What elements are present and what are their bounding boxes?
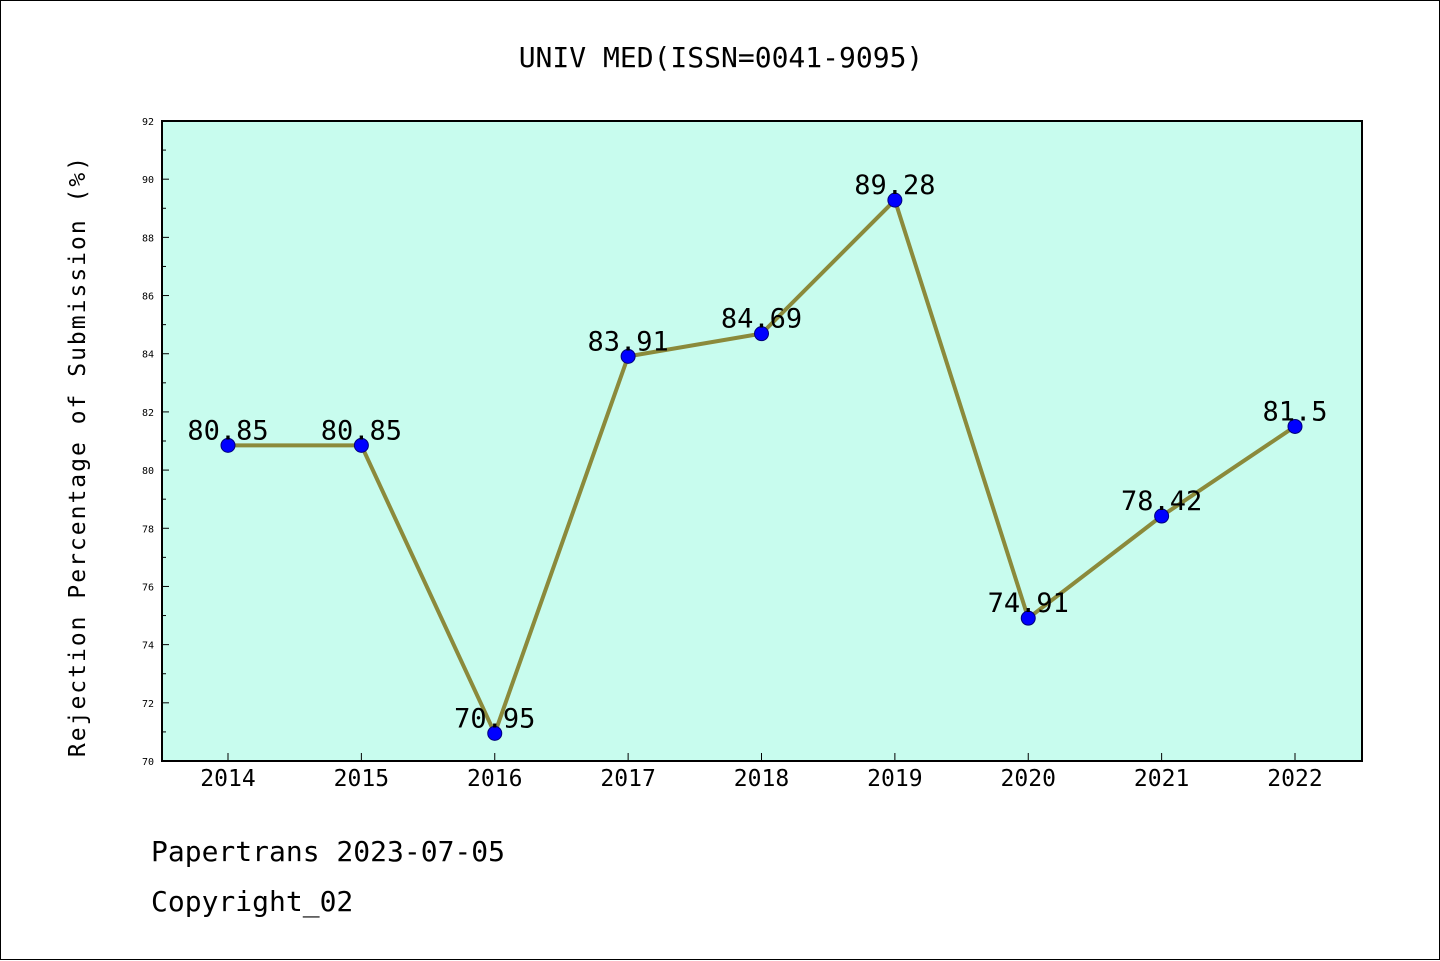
x-tick-label: 2021 <box>1134 766 1189 792</box>
data-label: 80.85 <box>187 415 268 446</box>
data-point <box>887 192 903 208</box>
y-tick-label: 70 <box>142 757 154 768</box>
y-tick-label: 84 <box>142 350 154 361</box>
y-tick-label: 80 <box>142 466 154 477</box>
x-tick-label: 2019 <box>867 766 922 792</box>
y-tick-label: 78 <box>142 524 154 535</box>
plot-border <box>161 120 1363 762</box>
data-label: 81.5 <box>1262 396 1327 427</box>
x-tick-label: 2017 <box>600 766 655 792</box>
x-tick-label: 2018 <box>734 766 789 792</box>
data-point <box>487 725 503 741</box>
footer-date: Papertrans 2023-07-05 <box>151 835 506 868</box>
data-point <box>1154 508 1170 524</box>
data-point <box>1287 418 1303 434</box>
x-tick-label: 2014 <box>200 766 255 792</box>
y-tick-label: 74 <box>142 641 154 652</box>
data-label: 83.91 <box>587 326 668 357</box>
x-tick-label: 2016 <box>467 766 522 792</box>
y-tick-label: 90 <box>142 175 154 186</box>
data-label: 89.28 <box>854 170 935 201</box>
y-tick-label: 76 <box>142 582 154 593</box>
x-tick-label: 2015 <box>334 766 389 792</box>
data-point <box>754 326 769 342</box>
y-axis-label: Rejection Percentage of Submission (%) <box>65 155 91 757</box>
y-tick-label: 92 <box>142 117 154 128</box>
x-tick-label: 2020 <box>1001 766 1056 792</box>
data-point <box>353 437 369 453</box>
data-point <box>220 437 236 453</box>
data-label: 84.69 <box>721 304 802 335</box>
data-label: 74.91 <box>988 588 1069 619</box>
footer-copyright: Copyright_02 <box>151 885 354 918</box>
y-tick-label: 86 <box>142 292 154 303</box>
data-label: 78.42 <box>1121 486 1202 517</box>
y-tick-label: 82 <box>142 408 154 419</box>
data-label: 70.95 <box>454 703 535 734</box>
data-label: 80.85 <box>321 415 402 446</box>
data-point <box>1020 610 1036 626</box>
y-tick-label: 72 <box>142 699 154 710</box>
chart-title: UNIV MED(ISSN=0041-9095) <box>519 41 924 74</box>
y-tick-label: 88 <box>142 233 154 244</box>
x-tick-label: 2022 <box>1267 766 1322 792</box>
data-point <box>620 348 636 364</box>
